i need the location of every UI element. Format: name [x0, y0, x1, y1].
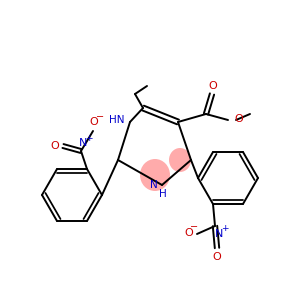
Text: −: − — [190, 222, 198, 232]
Text: O: O — [213, 252, 221, 262]
Ellipse shape — [169, 148, 191, 172]
Text: +: + — [221, 224, 229, 233]
Text: N: N — [79, 138, 87, 148]
Text: O: O — [208, 81, 217, 91]
Text: −: − — [96, 112, 104, 122]
Text: O: O — [234, 114, 243, 124]
Text: N: N — [215, 229, 223, 239]
Text: O: O — [51, 141, 59, 151]
Text: O: O — [90, 117, 98, 127]
Text: H: H — [159, 189, 167, 199]
Text: O: O — [184, 228, 194, 238]
Ellipse shape — [140, 159, 170, 191]
Text: +: + — [85, 134, 93, 142]
Text: N: N — [150, 180, 158, 190]
Text: HN: HN — [109, 115, 124, 125]
